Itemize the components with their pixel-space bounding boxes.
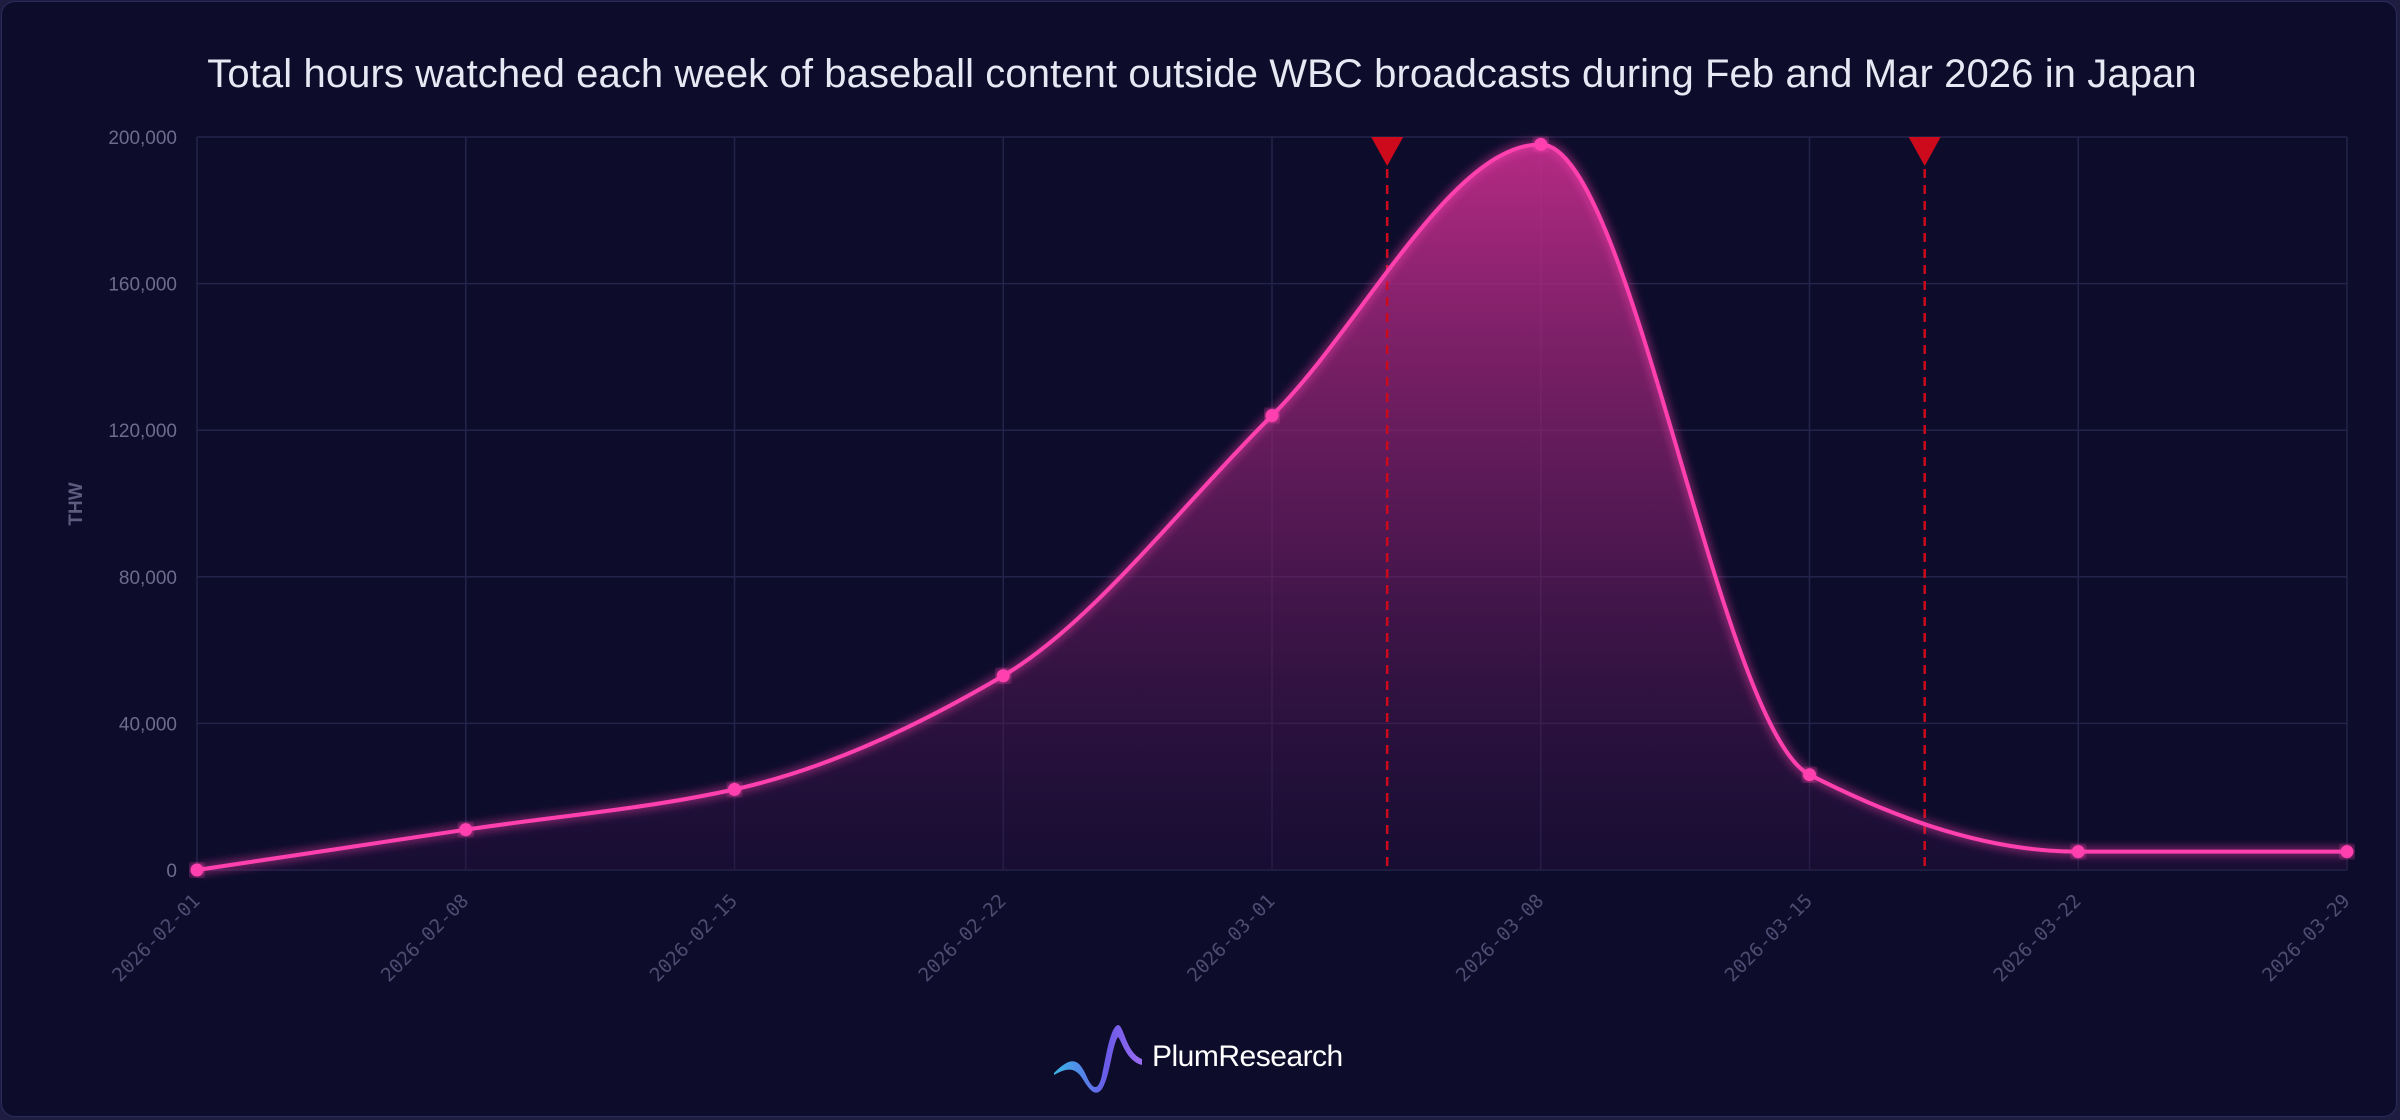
data-point bbox=[1265, 409, 1279, 423]
y-tick-label: 200,000 bbox=[108, 128, 177, 149]
y-axis-label: THW bbox=[66, 482, 87, 525]
x-tick-label: 2026-02-01 bbox=[108, 890, 204, 986]
event-marker-triangle bbox=[1908, 137, 1941, 166]
data-point bbox=[190, 863, 204, 877]
chart-title: Total hours watched each week of basebal… bbox=[207, 52, 2197, 96]
data-point bbox=[2071, 845, 2085, 859]
x-tick-label: 2026-03-22 bbox=[1989, 890, 2085, 986]
event-marker-triangle bbox=[1371, 137, 1404, 166]
data-point bbox=[1534, 137, 1548, 151]
brand-name: PlumResearch bbox=[1152, 1040, 1343, 1073]
data-point bbox=[996, 669, 1010, 683]
y-tick-label: 40,000 bbox=[119, 714, 177, 735]
series-area bbox=[197, 144, 2347, 870]
y-tick-label: 120,000 bbox=[108, 421, 177, 442]
x-tick-label: 2026-02-22 bbox=[914, 890, 1010, 986]
x-tick-label: 2026-03-08 bbox=[1452, 890, 1548, 986]
x-tick-label: 2026-02-08 bbox=[377, 890, 473, 986]
x-tick-label: 2026-03-15 bbox=[1721, 890, 1817, 986]
series-line bbox=[196, 142, 2347, 872]
data-point bbox=[2340, 845, 2354, 859]
y-tick-label: 0 bbox=[166, 861, 177, 882]
x-tick-label: 2026-02-15 bbox=[646, 890, 742, 986]
data-point bbox=[728, 782, 741, 796]
x-tick-label: 2026-03-29 bbox=[2258, 890, 2354, 986]
data-point bbox=[459, 823, 473, 837]
y-tick-label: 80,000 bbox=[119, 568, 177, 589]
data-point bbox=[1803, 768, 1816, 782]
brand-logo: PlumResearch bbox=[1052, 1017, 1343, 1097]
plum-wave-logo-icon bbox=[1054, 1025, 1142, 1093]
x-tick-label: 2026-03-01 bbox=[1183, 890, 1279, 986]
y-tick-label: 160,000 bbox=[108, 275, 177, 296]
